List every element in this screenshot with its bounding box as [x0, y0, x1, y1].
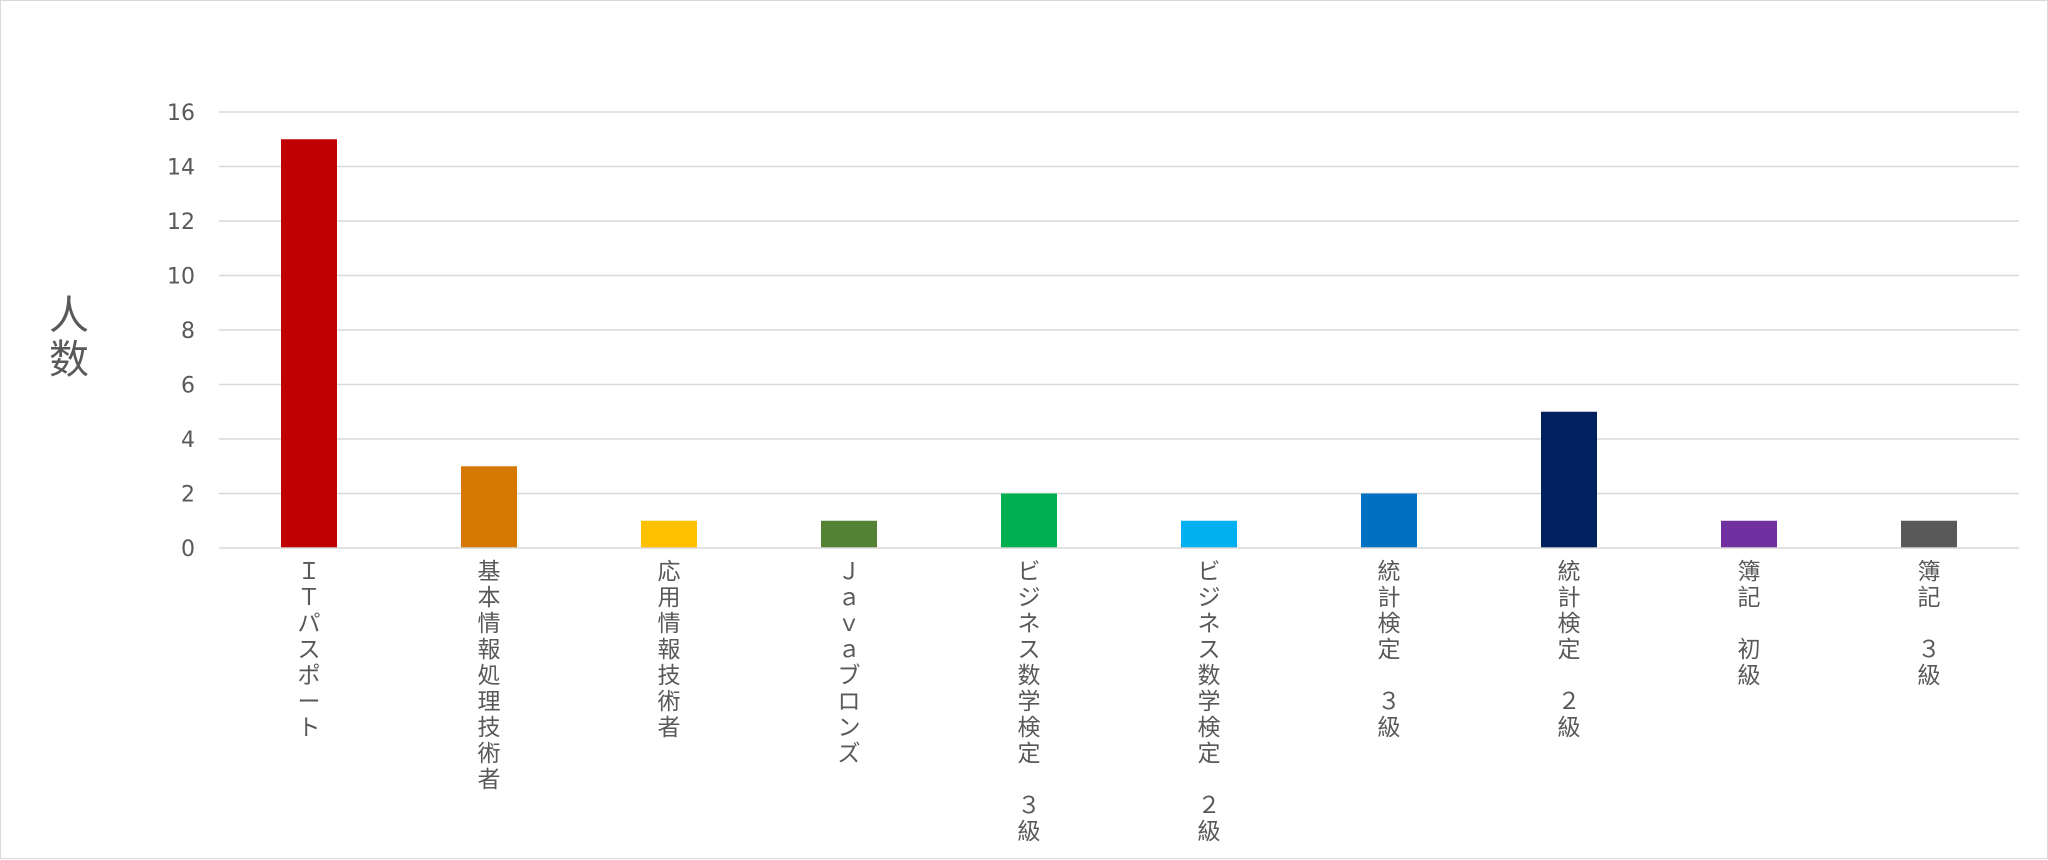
y-tick-label: 12 — [167, 210, 195, 235]
bar — [1721, 520, 1777, 548]
category-label: Ｊａｖａブロンズ — [838, 559, 861, 767]
y-axis-label: 人数 — [49, 293, 89, 383]
bar — [461, 466, 517, 548]
y-tick-label: 16 — [167, 101, 195, 126]
y-tick-label: 6 — [181, 374, 195, 399]
bar — [641, 520, 697, 548]
bar — [821, 520, 877, 548]
y-axis-title: 人数 — [49, 293, 89, 383]
category-label: ビジネス数学検定 ３級 — [1018, 559, 1041, 845]
category-labels: ＩＴパスポート 基本情報処理技術者 応用情報技術者 Ｊａｖａブロンズ ビジネス数学検定 … — [298, 559, 1941, 845]
y-axis-tick-labels: 0 2 4 6 8 10 12 14 16 — [167, 101, 195, 562]
y-tick-label: 4 — [181, 428, 195, 453]
bars — [281, 139, 1957, 548]
gridlines — [219, 111, 2019, 495]
category-label: 基本情報処理技術者 — [478, 559, 501, 793]
category-label: 統計検定 ３級 — [1378, 559, 1401, 741]
category-label: 簿記 ３級 — [1918, 559, 1941, 689]
bar — [1361, 493, 1417, 548]
bar — [1901, 520, 1957, 548]
category-label: 応用情報技術者 — [658, 559, 681, 741]
y-tick-label: 8 — [181, 319, 195, 344]
y-tick-label: 10 — [167, 265, 195, 290]
y-tick-label: 2 — [181, 483, 195, 508]
category-label: 統計検定 ２級 — [1558, 559, 1581, 741]
bar — [1181, 520, 1237, 548]
bar — [1001, 493, 1057, 548]
y-tick-label: 14 — [167, 156, 195, 181]
category-label: ビジネス数学検定 ２級 — [1198, 559, 1221, 845]
bar — [281, 139, 337, 548]
y-tick-label: 0 — [181, 537, 195, 562]
category-label: ＩＴパスポート — [298, 559, 321, 741]
category-label: 簿記 初級 — [1738, 559, 1761, 689]
bar — [1541, 411, 1597, 548]
